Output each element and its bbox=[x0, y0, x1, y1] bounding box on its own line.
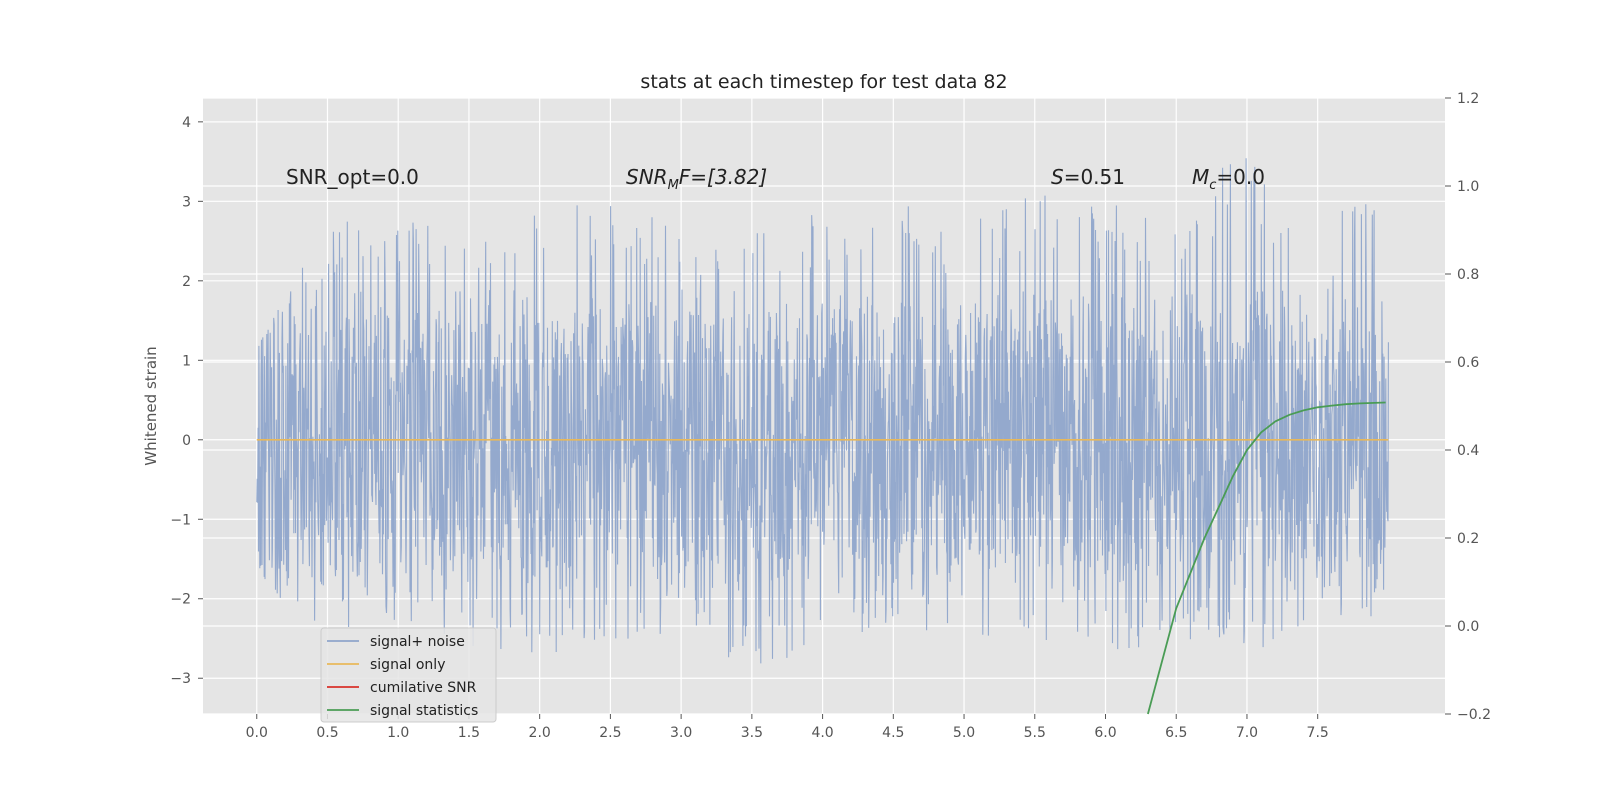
x-tick-label: 1.5 bbox=[458, 725, 480, 741]
y-tick-label: 3 bbox=[182, 194, 191, 210]
annotation-mc-sub: c bbox=[1209, 178, 1216, 193]
legend-label: signal only bbox=[370, 657, 445, 673]
x-tick-label: 3.0 bbox=[670, 725, 692, 741]
y-tick-label: 0 bbox=[182, 433, 191, 449]
x-tick-label: 2.0 bbox=[529, 725, 551, 741]
legend-box bbox=[320, 627, 497, 723]
y2-tick-label: 1.2 bbox=[1457, 91, 1479, 107]
x-tick-label: 4.0 bbox=[811, 725, 833, 741]
y-tick-label: 2 bbox=[182, 274, 191, 290]
annotation-snr-mf-base: SNR bbox=[626, 165, 668, 189]
x-tick-label: 5.0 bbox=[953, 725, 975, 741]
series-signal-plus-noise bbox=[256, 158, 1389, 664]
x-tick-label: 7.5 bbox=[1307, 725, 1329, 741]
x-tick-label: 7.0 bbox=[1236, 725, 1258, 741]
series-layer bbox=[256, 158, 1389, 715]
y2-tick-label: 0.0 bbox=[1457, 619, 1479, 635]
annotation-s-val: =0.51 bbox=[1064, 165, 1125, 189]
y-tick-label: −2 bbox=[170, 592, 191, 608]
annotation-mc-var: M bbox=[1192, 165, 1209, 189]
legend-label: signal+ noise bbox=[370, 634, 465, 650]
y2-tick-label: 0.2 bbox=[1457, 531, 1479, 547]
y2-tick-label: −0.2 bbox=[1457, 707, 1491, 723]
annotation-s: S=0.51 bbox=[1051, 165, 1125, 189]
x-tick-label: 5.5 bbox=[1024, 725, 1046, 741]
annotation-snr-mf: SNRMF=[3.82] bbox=[626, 165, 767, 193]
x-tick-label: 0.5 bbox=[316, 725, 338, 741]
x-tick-label: 6.0 bbox=[1094, 725, 1116, 741]
y2-tick-label: 1.0 bbox=[1457, 179, 1479, 195]
annotation-mc-val: =0.0 bbox=[1216, 165, 1265, 189]
x-tick-label: 2.5 bbox=[599, 725, 621, 741]
x-tick-label: 0.0 bbox=[246, 725, 268, 741]
x-tick-label: 3.5 bbox=[741, 725, 763, 741]
series-signal-statistics bbox=[1147, 401, 1386, 715]
legend: signal+ noise signal only cumilative SNR si… bbox=[320, 627, 497, 723]
y-tick-label: 1 bbox=[182, 353, 191, 369]
annotation-snr-opt: SNR_opt=0.0 bbox=[286, 165, 419, 189]
y-tick-label: −1 bbox=[170, 512, 191, 528]
tick-labels: 0.0 0.5 1.0 1.5 2.0 2.5 3.0 3.5 4.0 4.5 5.0 5.5 6.0 6… bbox=[170, 91, 1491, 741]
x-tick-label: 6.5 bbox=[1165, 725, 1187, 741]
legend-label: signal statistics bbox=[370, 703, 478, 719]
x-tick-label: 1.0 bbox=[387, 725, 409, 741]
y-tick-label: −3 bbox=[170, 671, 191, 687]
y2-tick-label: 0.4 bbox=[1457, 443, 1479, 459]
annotation-s-var: S bbox=[1051, 165, 1064, 189]
chart-title: stats at each timestep for test data 82 bbox=[640, 71, 1007, 93]
y-tick-label: 4 bbox=[182, 115, 191, 131]
annotation-snr-mf-sub: M bbox=[668, 178, 679, 193]
y-axis-label: Whitened strain bbox=[142, 346, 160, 465]
annotation-mc: Mc=0.0 bbox=[1192, 165, 1265, 193]
legend-items: signal+ noise signal only cumilative SNR si… bbox=[327, 634, 478, 719]
y2-tick-label: 0.6 bbox=[1457, 355, 1479, 371]
legend-label: cumilative SNR bbox=[370, 680, 477, 696]
x-tick-label: 4.5 bbox=[882, 725, 904, 741]
y2-tick-label: 0.8 bbox=[1457, 267, 1479, 283]
annotation-snr-mf-rest: F=[3.82] bbox=[679, 165, 767, 189]
